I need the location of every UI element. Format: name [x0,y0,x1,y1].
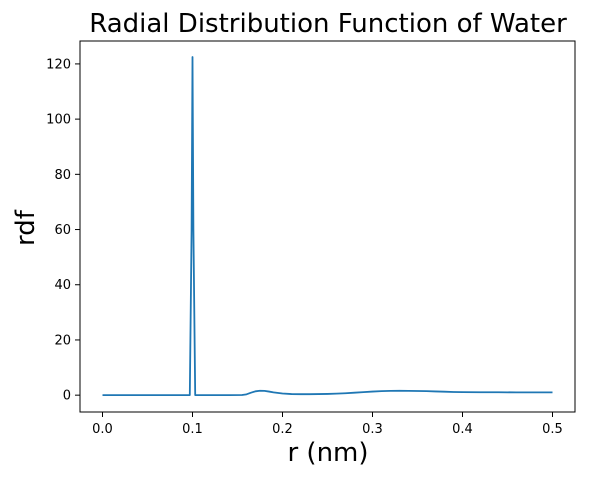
y-tick-label: 20 [54,333,71,348]
y-tick-label: 40 [54,278,71,293]
plot-area [79,40,576,413]
y-axis-label: rdf [11,209,41,246]
y-axis-ticks: 0 20 40 60 80 100 120 [46,57,80,404]
y-tick-label: 120 [46,57,71,72]
y-tick-label: 60 [54,223,71,238]
y-tick-label: 0 [63,389,71,404]
y-tick-label: 100 [46,113,71,128]
y-tick-label: 80 [54,168,71,183]
x-tick-label: 0.4 [452,422,473,437]
x-tick-label: 0.3 [362,422,383,437]
x-axis-ticks: 0.0 0.1 0.2 0.3 0.4 0.5 [92,412,563,437]
x-tick-label: 0.1 [182,422,203,437]
x-axis-label: r (nm) [287,438,368,468]
chart-title: Radial Distribution Function of Water [89,9,567,39]
x-tick-label: 0.5 [542,422,563,437]
x-tick-label: 0.2 [272,422,293,437]
x-tick-label: 0.0 [92,422,113,437]
plot-frame [79,40,576,413]
series-line-0 [102,56,553,397]
